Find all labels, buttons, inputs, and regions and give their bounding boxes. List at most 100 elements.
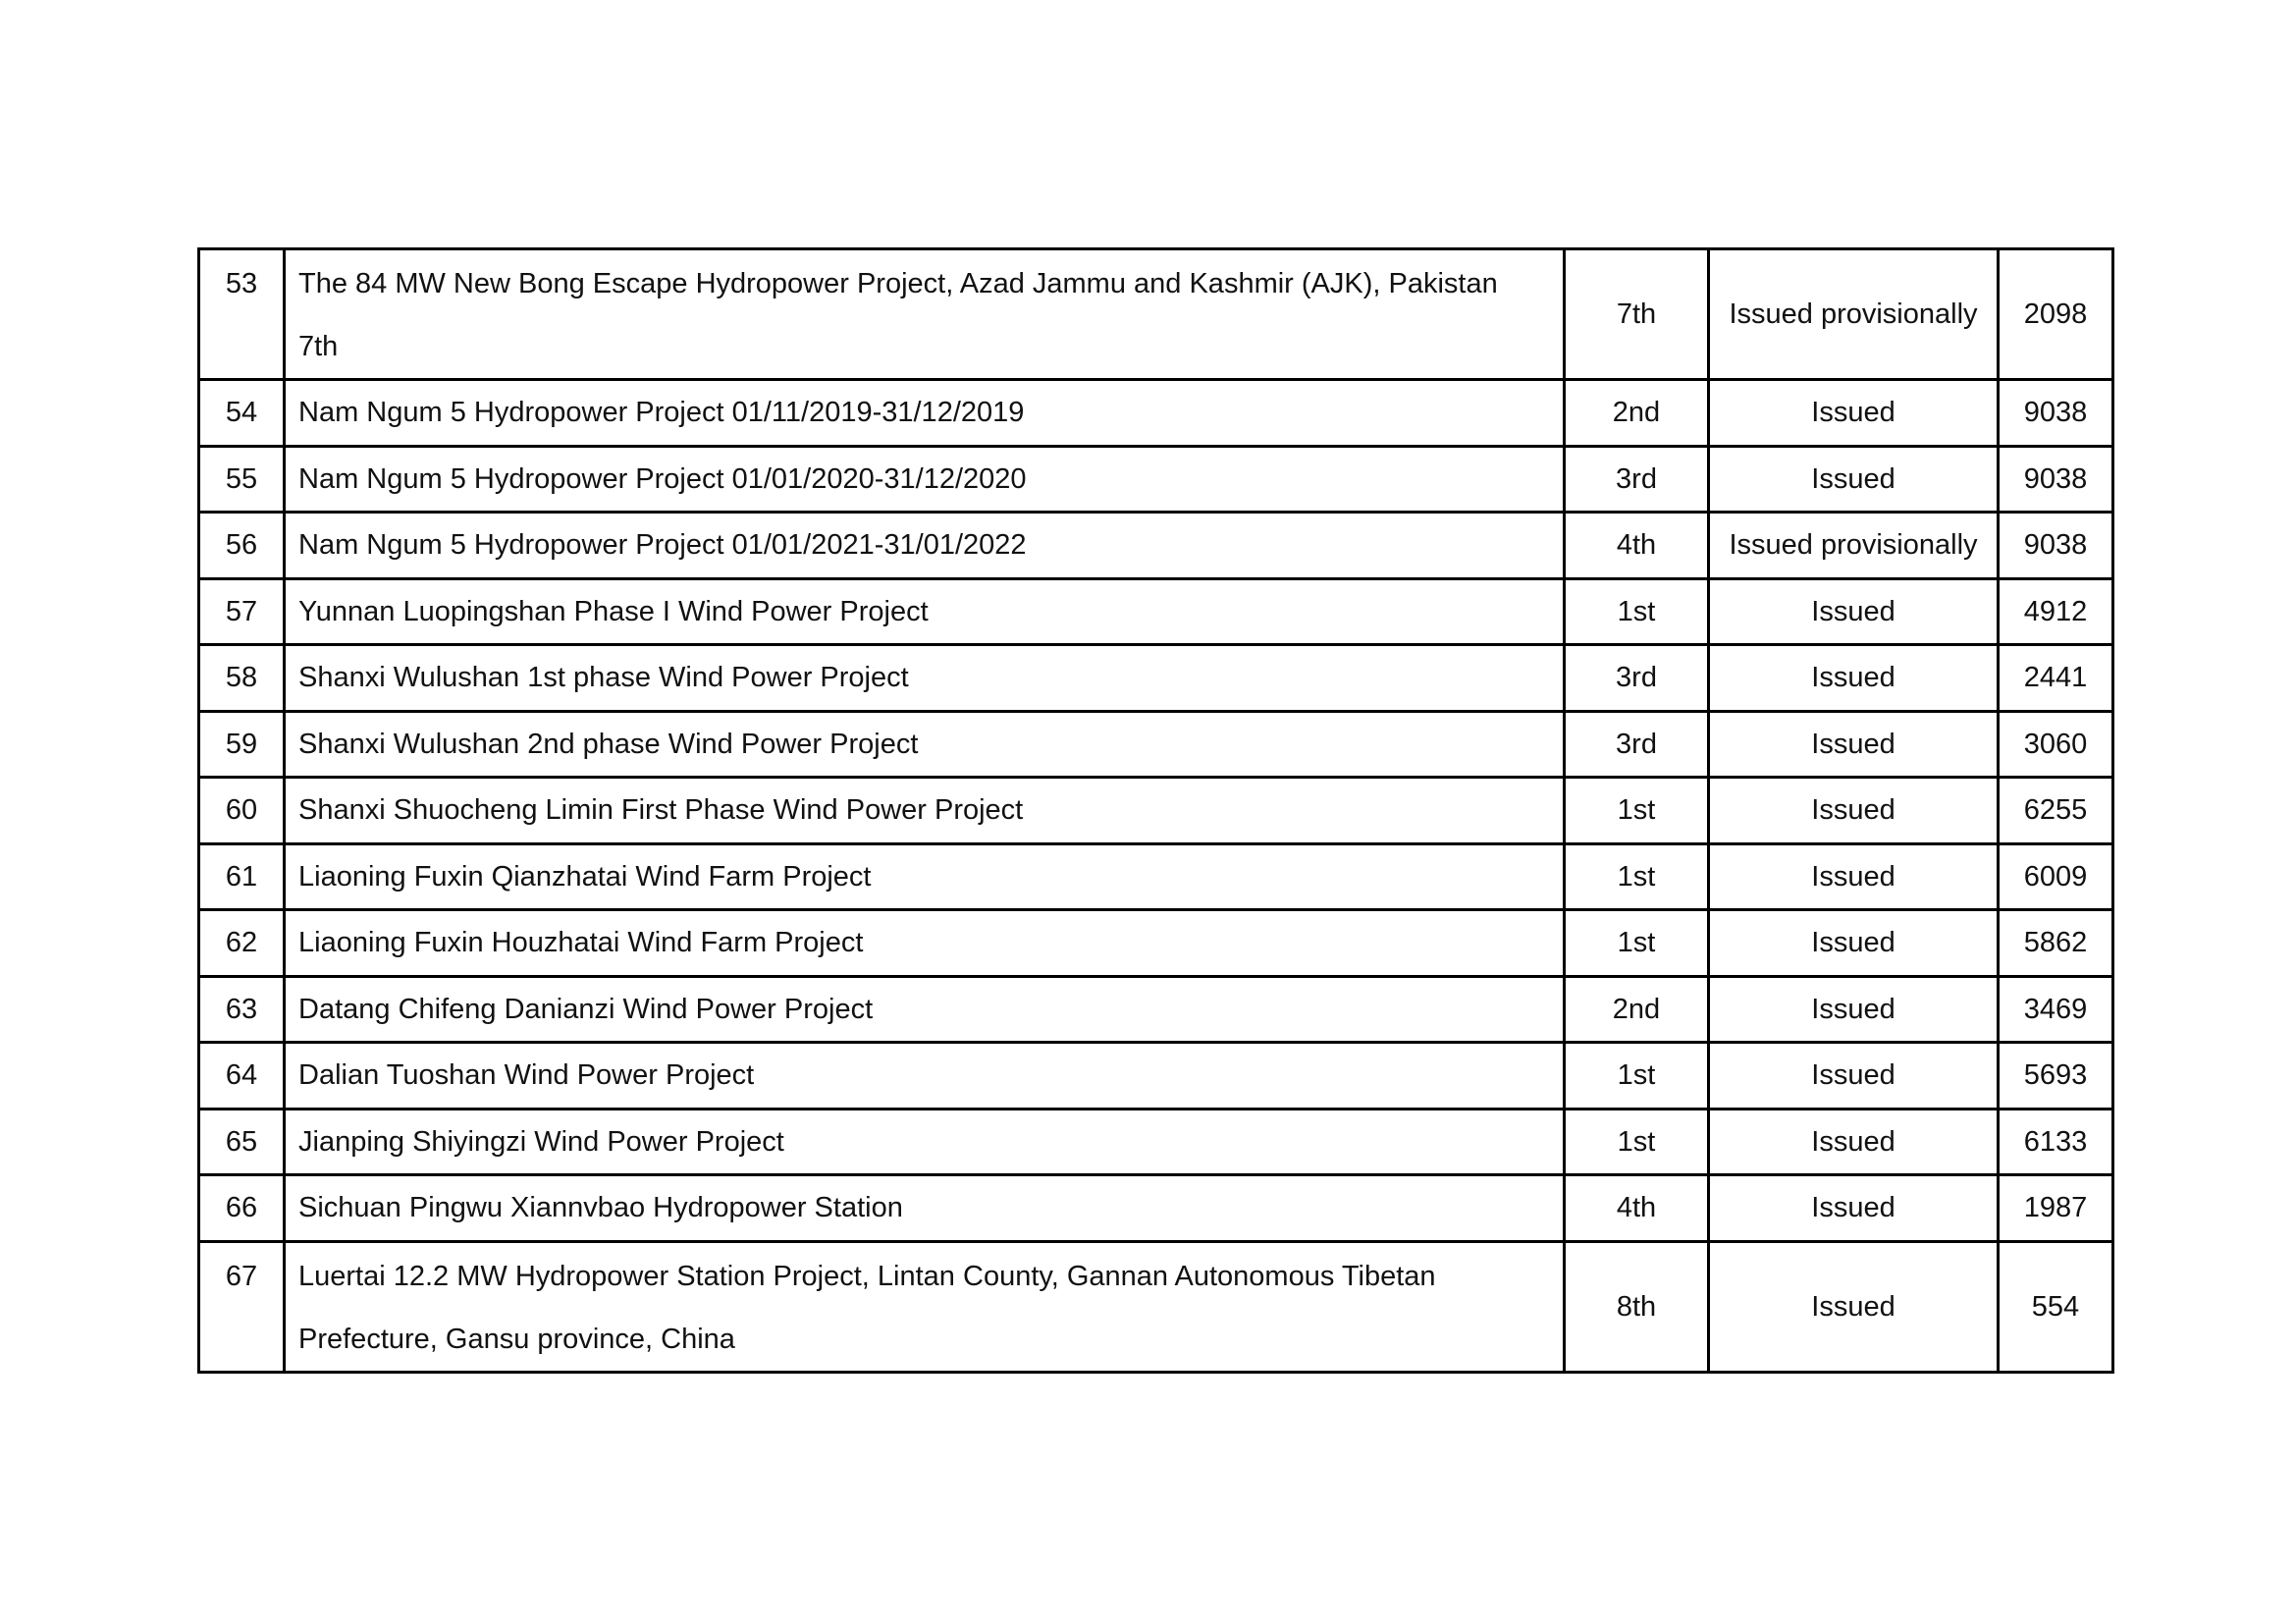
table-row: 57 Yunnan Luopingshan Phase I Wind Power … <box>197 576 2114 646</box>
table-row: 65 Jianping Shiyingzi Wind Power Project 1… <box>197 1107 2114 1176</box>
project-name: Shanxi Shuocheng Limin First Phase Wind … <box>283 776 1566 845</box>
status: Issued <box>1707 378 2000 448</box>
project-name: Shanxi Wulushan 1st phase Wind Power Pro… <box>283 643 1566 713</box>
project-name-line: Shanxi Shuocheng Limin First Phase Wind … <box>298 794 1024 826</box>
table-row: 55 Nam Ngum 5 Hydropower Project 01/01/20… <box>197 444 2114 514</box>
project-name-line: Liaoning Fuxin Houzhatai Wind Farm Proje… <box>298 927 864 958</box>
table-row: 59 Shanxi Wulushan 2nd phase Wind Power P… <box>197 709 2114 779</box>
table-row: 64 Dalian Tuoshan Wind Power Project 1st Is… <box>197 1041 2114 1110</box>
row-number: 61 <box>197 841 286 911</box>
amount: 2441 <box>1997 643 2114 713</box>
row-number: 62 <box>197 908 286 978</box>
project-name: Datang Chifeng Danianzi Wind Power Proje… <box>283 974 1566 1044</box>
project-name: Sichuan Pingwu Xiannvbao Hydropower Stat… <box>283 1173 1566 1243</box>
project-name: Dalian Tuoshan Wind Power Project <box>283 1041 1566 1110</box>
project-name: Luertai 12.2 MW Hydropower Station Proje… <box>283 1239 1566 1374</box>
projects-table: 53 The 84 MW New Bong Escape Hydropower P… <box>197 247 2114 1374</box>
project-name-line: 7th <box>298 331 339 362</box>
project-name-line: Liaoning Fuxin Qianzhatai Wind Farm Proj… <box>298 860 872 893</box>
status: Issued <box>1707 908 2000 978</box>
project-name: Nam Ngum 5 Hydropower Project 01/01/2021… <box>283 511 1566 580</box>
project-name-line: The 84 MW New Bong Escape Hydropower Pro… <box>298 268 1498 299</box>
amount: 1987 <box>1997 1173 2114 1243</box>
table-row: 66 Sichuan Pingwu Xiannvbao Hydropower St… <box>197 1173 2114 1243</box>
status: Issued <box>1707 841 2000 911</box>
issuance: 4th <box>1563 1173 1710 1243</box>
row-number: 58 <box>197 643 286 713</box>
row-number: 53 <box>197 247 286 381</box>
issuance: 4th <box>1563 511 1710 580</box>
amount: 9038 <box>1997 378 2114 448</box>
table-row: 61 Liaoning Fuxin Qianzhatai Wind Farm Pr… <box>197 841 2114 911</box>
issuance: 2nd <box>1563 378 1710 448</box>
table-row: 54 Nam Ngum 5 Hydropower Project 01/11/20… <box>197 378 2114 448</box>
issuance: 8th <box>1563 1239 1710 1374</box>
amount: 5862 <box>1997 908 2114 978</box>
project-name: Liaoning Fuxin Qianzhatai Wind Farm Proj… <box>283 841 1566 911</box>
project-name: Nam Ngum 5 Hydropower Project 01/11/2019… <box>283 378 1566 448</box>
issuance: 3rd <box>1563 444 1710 514</box>
status: Issued <box>1707 1173 2000 1243</box>
issuance: 1st <box>1563 908 1710 978</box>
project-name-line: Yunnan Luopingshan Phase I Wind Power Pr… <box>298 595 929 627</box>
status: Issued <box>1707 1041 2000 1110</box>
status: Issued <box>1707 709 2000 779</box>
row-number: 59 <box>197 709 286 779</box>
project-name-line: Nam Ngum 5 Hydropower Project 01/01/2021… <box>298 529 1027 561</box>
row-number: 56 <box>197 511 286 580</box>
row-number: 57 <box>197 576 286 646</box>
row-number: 64 <box>197 1041 286 1110</box>
table-row: 63 Datang Chifeng Danianzi Wind Power Pro… <box>197 974 2114 1044</box>
amount: 9038 <box>1997 511 2114 580</box>
project-name-line: Nam Ngum 5 Hydropower Project 01/11/2019… <box>298 397 1025 428</box>
table-body: 53 The 84 MW New Bong Escape Hydropower P… <box>197 247 2114 1374</box>
issuance: 1st <box>1563 1107 1710 1176</box>
project-name: Shanxi Wulushan 2nd phase Wind Power Pro… <box>283 709 1566 779</box>
amount: 6009 <box>1997 841 2114 911</box>
status: Issued provisionally <box>1707 247 2000 381</box>
issuance: 3rd <box>1563 709 1710 779</box>
amount: 9038 <box>1997 444 2114 514</box>
project-name-line: Shanxi Wulushan 2nd phase Wind Power Pro… <box>298 728 919 760</box>
project-name-line: Nam Ngum 5 Hydropower Project 01/01/2020… <box>298 462 1027 495</box>
project-name-line: Shanxi Wulushan 1st phase Wind Power Pro… <box>298 662 909 693</box>
issuance: 7th <box>1563 247 1710 381</box>
row-number: 54 <box>197 378 286 448</box>
issuance: 3rd <box>1563 643 1710 713</box>
status: Issued <box>1707 1239 2000 1374</box>
amount: 2098 <box>1997 247 2114 381</box>
amount: 5693 <box>1997 1041 2114 1110</box>
status: Issued <box>1707 444 2000 514</box>
project-name-line: Luertai 12.2 MW Hydropower Station Proje… <box>298 1260 1436 1292</box>
row-number: 60 <box>197 776 286 845</box>
table-row: 67 Luertai 12.2 MW Hydropower Station Pro… <box>197 1239 2114 1374</box>
amount: 554 <box>1997 1239 2114 1374</box>
amount: 6133 <box>1997 1107 2114 1176</box>
table-row: 60 Shanxi Shuocheng Limin First Phase Win… <box>197 776 2114 845</box>
status: Issued provisionally <box>1707 511 2000 580</box>
project-name-line: Datang Chifeng Danianzi Wind Power Proje… <box>298 993 874 1025</box>
row-number: 65 <box>197 1107 286 1176</box>
issuance: 1st <box>1563 776 1710 845</box>
table-row: 62 Liaoning Fuxin Houzhatai Wind Farm Pro… <box>197 908 2114 978</box>
status: Issued <box>1707 643 2000 713</box>
project-name-line: Prefecture, Gansu province, China <box>298 1323 735 1355</box>
amount: 6255 <box>1997 776 2114 845</box>
project-name: The 84 MW New Bong Escape Hydropower Pro… <box>283 247 1566 381</box>
amount: 3469 <box>1997 974 2114 1044</box>
project-name-line: Jianping Shiyingzi Wind Power Project <box>298 1125 784 1158</box>
row-number: 66 <box>197 1173 286 1243</box>
project-name: Liaoning Fuxin Houzhatai Wind Farm Proje… <box>283 908 1566 978</box>
row-number: 55 <box>197 444 286 514</box>
issuance: 1st <box>1563 1041 1710 1110</box>
issuance: 1st <box>1563 841 1710 911</box>
status: Issued <box>1707 576 2000 646</box>
issuance: 2nd <box>1563 974 1710 1044</box>
project-name-line: Dalian Tuoshan Wind Power Project <box>298 1059 755 1091</box>
issuance: 1st <box>1563 576 1710 646</box>
row-number: 67 <box>197 1239 286 1374</box>
project-name: Nam Ngum 5 Hydropower Project 01/01/2020… <box>283 444 1566 514</box>
project-name: Jianping Shiyingzi Wind Power Project <box>283 1107 1566 1176</box>
amount: 3060 <box>1997 709 2114 779</box>
table-row: 56 Nam Ngum 5 Hydropower Project 01/01/20… <box>197 511 2114 580</box>
